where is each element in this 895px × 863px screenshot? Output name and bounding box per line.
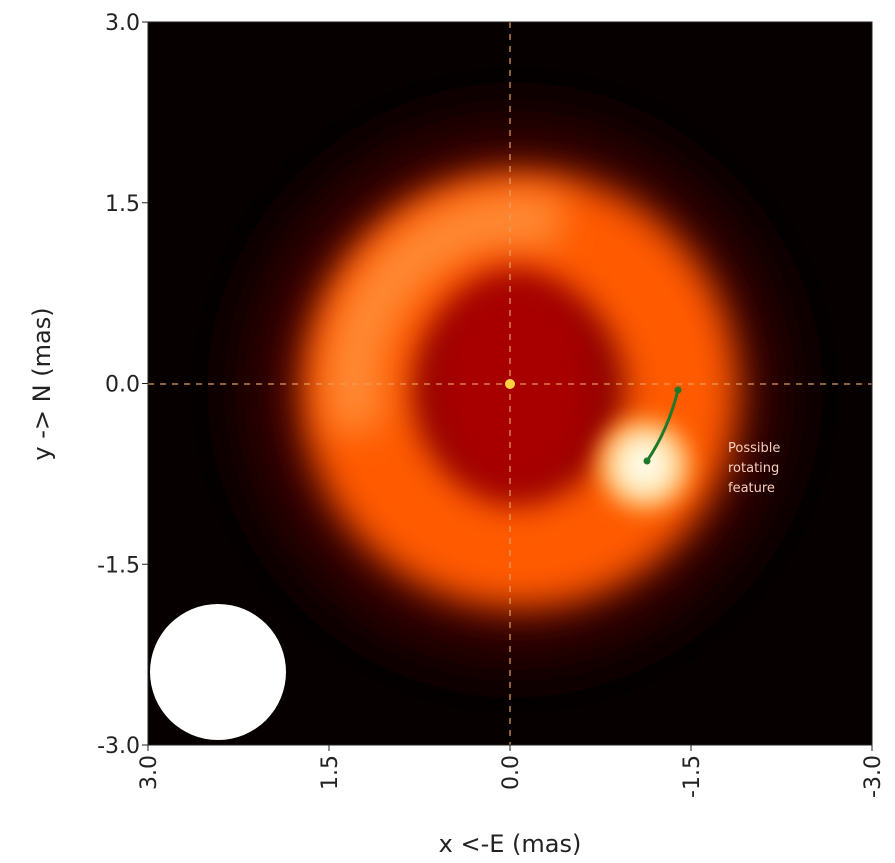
image: [148, 22, 872, 745]
annotation-line: Possible: [728, 441, 780, 456]
y-axis-label: y -> N (mas): [28, 307, 56, 460]
annotation-line: feature: [728, 481, 775, 496]
x-axis-label: x <-E (mas): [439, 830, 582, 858]
y-tick-label: 1.5: [105, 192, 140, 217]
chart: Possible rotating feature x <-E (mas) y ->…: [0, 0, 895, 863]
x-tick-label: -3.0: [861, 755, 886, 798]
y-tick-label: 3.0: [105, 11, 140, 36]
y-tick-label: -3.0: [97, 734, 140, 759]
annotation: Possible rotating feature: [728, 441, 780, 496]
x-tick-label: 1.5: [318, 755, 343, 790]
annotation-line: rotating: [728, 461, 779, 476]
y-tick-label: -1.5: [97, 553, 140, 578]
x-tick-label: -1.5: [680, 755, 705, 798]
x-tick-label: 0.0: [499, 755, 524, 790]
x-tick-label: 3.0: [137, 755, 162, 790]
y-tick-label: 0.0: [105, 373, 140, 398]
